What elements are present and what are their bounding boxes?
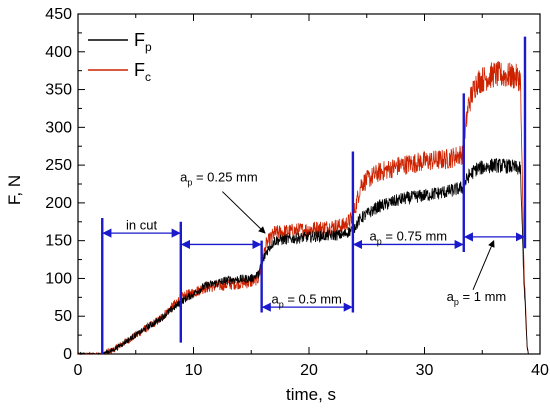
y-tick-label: 100 [45, 270, 72, 287]
y-tick-label: 150 [45, 233, 72, 250]
y-tick-label: 0 [63, 346, 72, 363]
y-tick-label: 250 [45, 157, 72, 174]
y-axis-title: F, N [5, 175, 24, 205]
series-line-f-c [77, 61, 529, 356]
annotation-ap-075: ap = 0.75 mm [370, 229, 448, 247]
y-tick-label: 200 [45, 195, 72, 212]
y-tick-label: 350 [45, 82, 72, 99]
x-tick-label: 30 [416, 362, 434, 379]
x-tick-label: 40 [531, 362, 549, 379]
annotation-arrow-ap-1 [472, 240, 495, 290]
annotation-in-cut: in cut [126, 217, 157, 232]
x-axis-title: time, s [286, 385, 336, 404]
annotation-ap-025: ap = 0.25 mm [180, 170, 258, 188]
y-tick-label: 300 [45, 119, 72, 136]
annotation-ap-1: ap = 1 mm [447, 289, 507, 307]
annotation-ap-05: ap = 0.5 mm [271, 291, 341, 309]
x-tick-label: 10 [185, 362, 203, 379]
legend-label-f-p: Fp [134, 30, 152, 54]
x-tick-label: 20 [300, 362, 318, 379]
y-tick-label: 50 [54, 308, 72, 325]
y-tick-label: 400 [45, 44, 72, 61]
annotation-arrow-ap-025 [222, 191, 266, 234]
legend-label-f-c: Fc [134, 60, 151, 84]
series-line-f-p [77, 158, 529, 356]
x-tick-label: 0 [74, 362, 83, 379]
y-tick-label: 450 [45, 6, 72, 23]
